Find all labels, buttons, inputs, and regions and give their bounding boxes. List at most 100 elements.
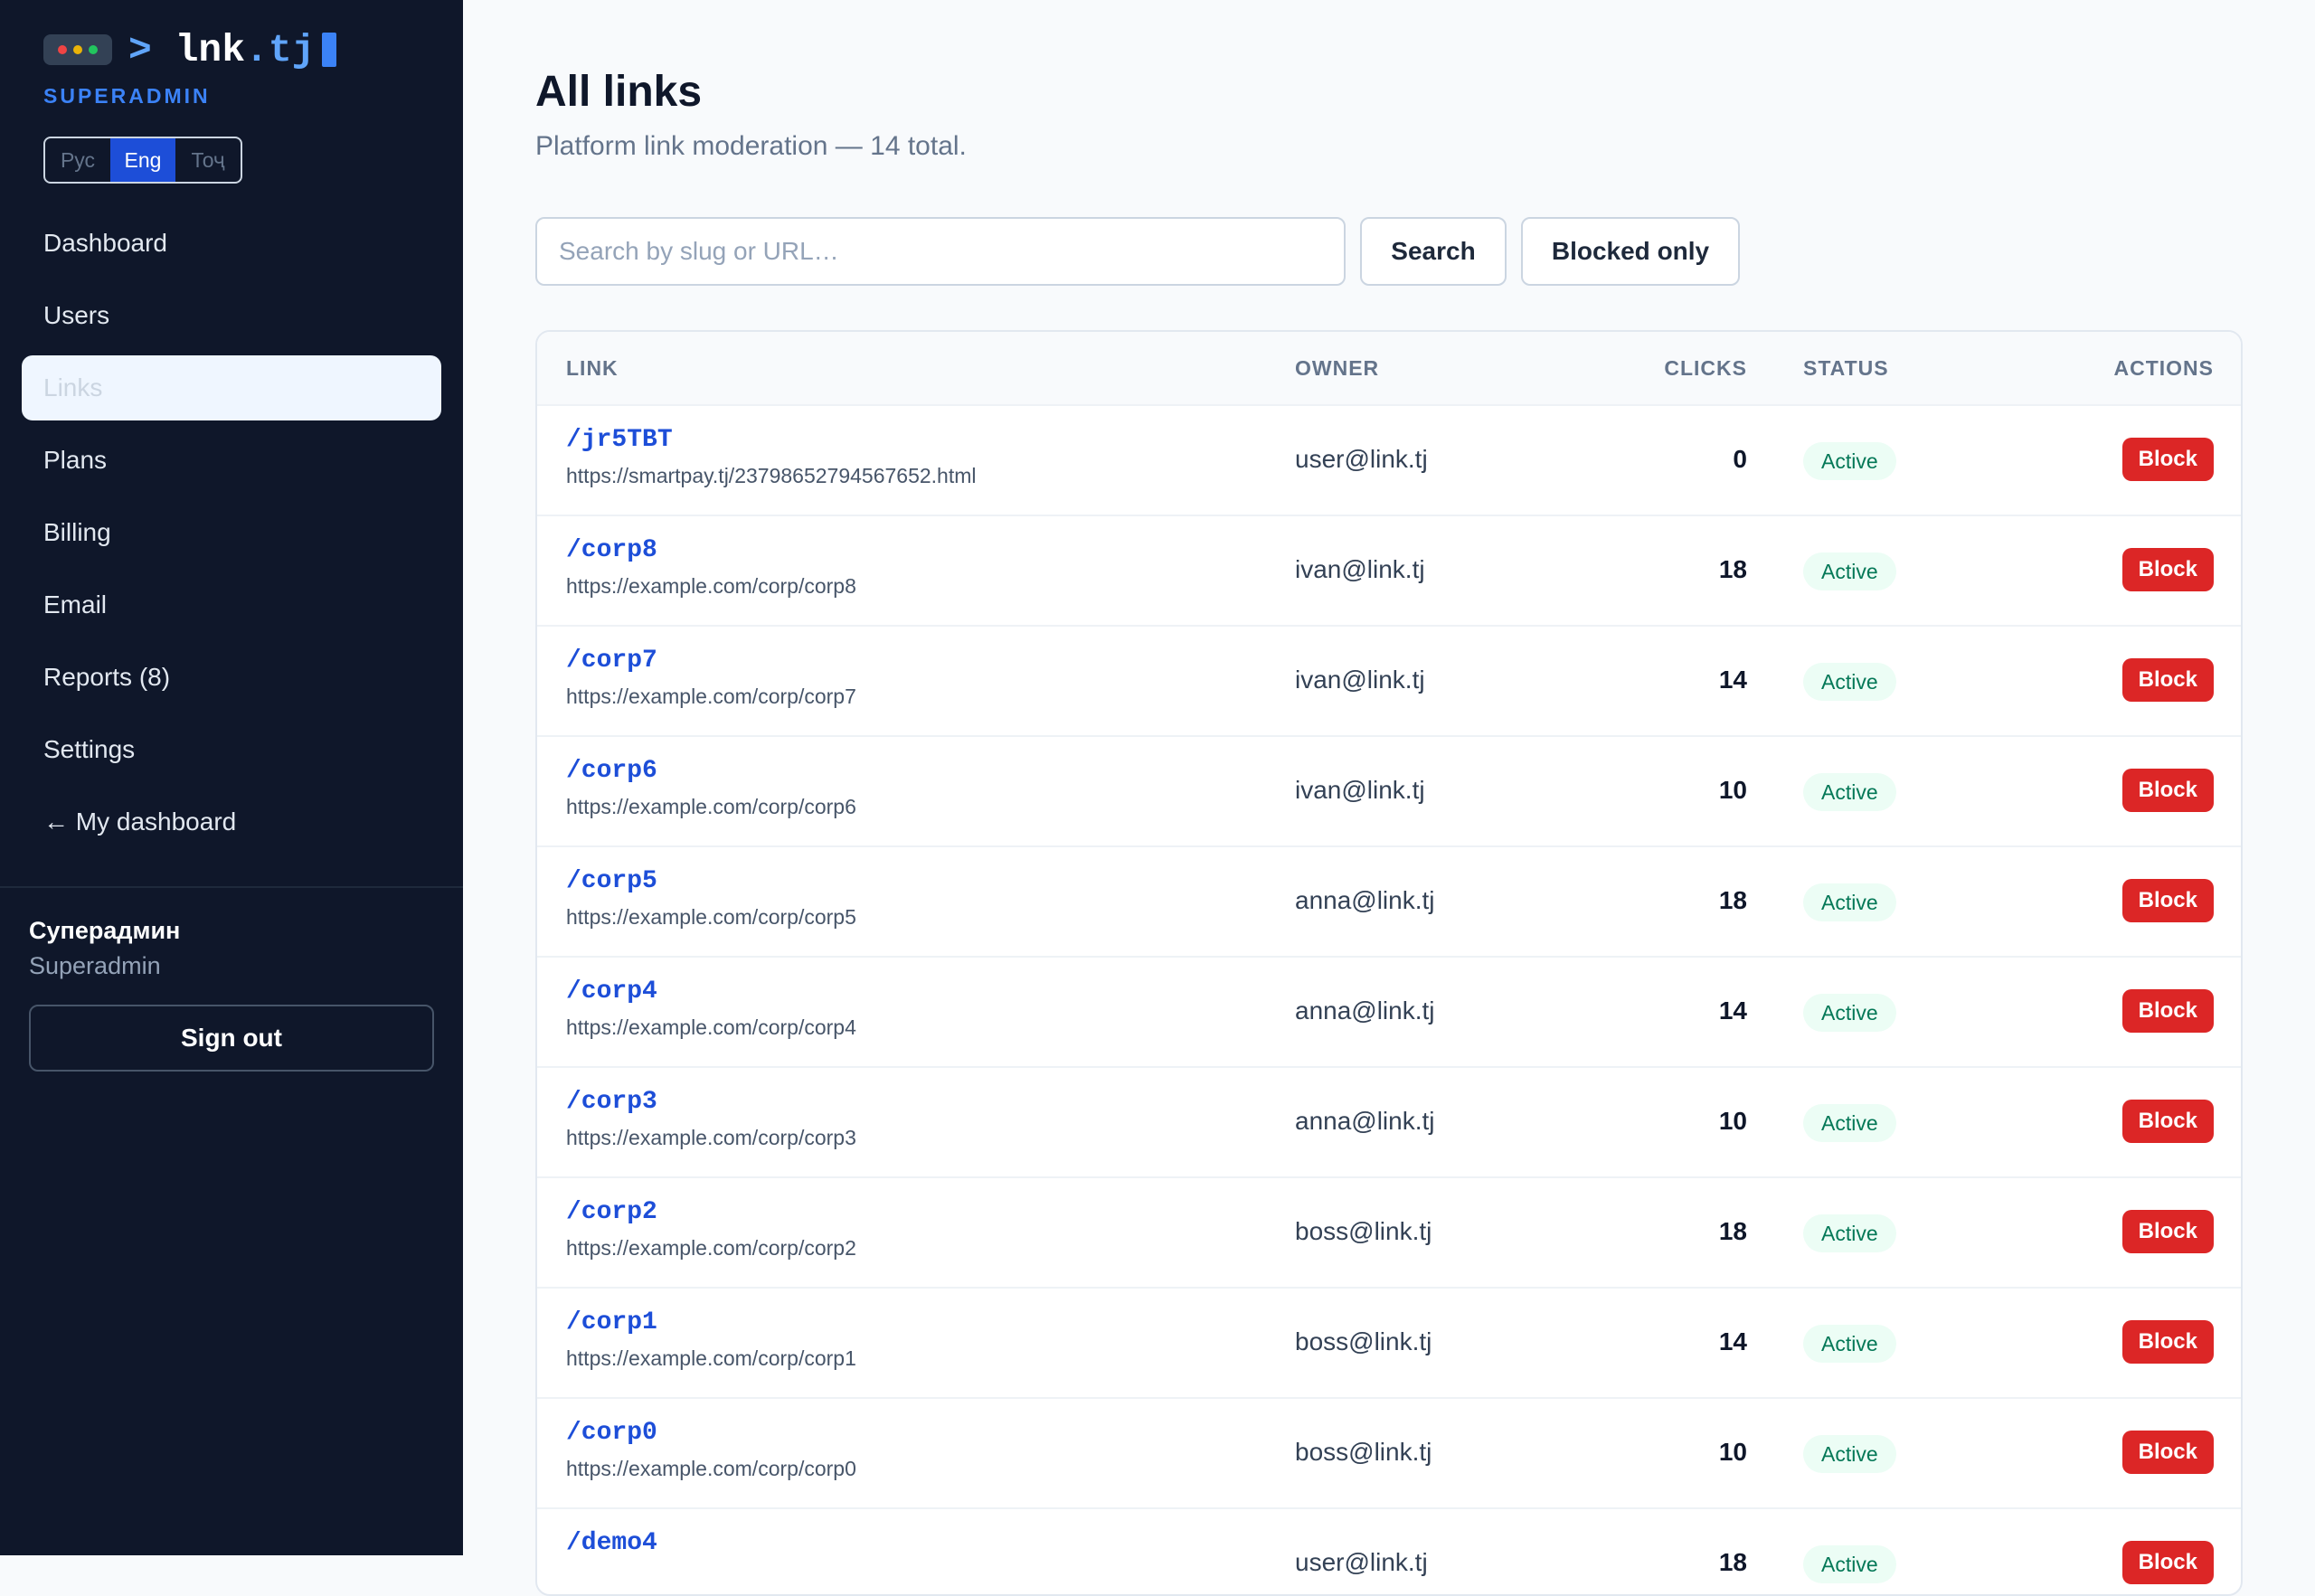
column-header-actions: ACTIONS	[2113, 355, 2214, 380]
lang-tg-button[interactable]: Тоҷ	[191, 147, 225, 172]
row-clicks: 14	[1718, 666, 1747, 694]
blocked-only-button[interactable]: Blocked only	[1521, 217, 1740, 286]
status-badge: Active	[1803, 1104, 1896, 1142]
row-clicks: 18	[1718, 555, 1747, 583]
search-input[interactable]	[535, 217, 1346, 286]
window-dots-icon	[43, 34, 112, 65]
row-target-url: https://example.com/corp/corp0	[566, 1457, 856, 1480]
column-header-clicks: CLICKS	[1664, 355, 1747, 380]
row-slug-link[interactable]: /corp4	[566, 977, 657, 1006]
row-clicks: 0	[1733, 445, 1747, 473]
table-row: /demo4 user@link.tj 18 Active Block	[537, 1507, 2241, 1594]
sidebar-item-email[interactable]: Email	[43, 590, 108, 619]
block-button[interactable]: Block	[2121, 1320, 2214, 1364]
block-button[interactable]: Block	[2121, 438, 2214, 481]
sidebar-item-settings[interactable]: Settings	[43, 735, 136, 763]
page-title: All links	[535, 68, 703, 116]
row-slug-link[interactable]: /corp6	[566, 757, 657, 785]
block-button[interactable]: Block	[2121, 879, 2214, 922]
row-clicks: 10	[1718, 1107, 1747, 1135]
row-owner: anna@link.tj	[1295, 1107, 1435, 1135]
sidebar-divider	[0, 886, 463, 888]
row-slug-link[interactable]: /demo4	[566, 1529, 657, 1557]
status-badge: Active	[1803, 1545, 1896, 1583]
block-button[interactable]: Block	[2121, 1431, 2214, 1474]
row-owner: boss@link.tj	[1295, 1327, 1432, 1355]
row-clicks: 14	[1718, 1327, 1747, 1355]
block-button[interactable]: Block	[2121, 769, 2214, 812]
row-owner: anna@link.tj	[1295, 886, 1435, 914]
row-owner: ivan@link.tj	[1295, 666, 1425, 694]
sidebar-item-dashboard[interactable]: Dashboard	[43, 229, 167, 257]
logo-name: lnk	[175, 27, 246, 72]
table-row: /jr5TBT https://smartpay.tj/2379865279456…	[537, 404, 2241, 515]
row-target-url: https://example.com/corp/corp8	[566, 574, 856, 598]
column-header-status: STATUS	[1803, 355, 1889, 380]
row-target-url: https://example.com/corp/corp6	[566, 795, 856, 818]
row-slug-link[interactable]: /corp5	[566, 867, 657, 895]
row-target-url: https://example.com/corp/corp5	[566, 905, 856, 929]
sign-out-button[interactable]: Sign out	[29, 1005, 434, 1072]
status-badge: Active	[1803, 552, 1896, 590]
sidebar-item-my-dashboard[interactable]: ← My dashboard	[43, 807, 237, 836]
row-target-url: https://example.com/corp/corp7	[566, 685, 856, 708]
logo-tld: .tj	[245, 27, 316, 72]
lang-ru-button[interactable]: Рус	[60, 147, 96, 172]
row-clicks: 10	[1718, 1438, 1747, 1466]
table-header: LINK OWNER CLICKS STATUS ACTIONS	[537, 332, 2241, 404]
row-owner: user@link.tj	[1295, 1548, 1428, 1576]
row-target-url: https://example.com/corp/corp4	[566, 1015, 856, 1039]
status-badge: Active	[1803, 773, 1896, 811]
row-slug-link[interactable]: /corp3	[566, 1088, 657, 1116]
yellow-dot-icon	[73, 45, 82, 54]
block-button[interactable]: Block	[2121, 1541, 2214, 1584]
language-switcher: Рус Eng Тоҷ	[43, 137, 242, 184]
table-row: /corp2 https://example.com/corp/corp2 boss…	[537, 1176, 2241, 1287]
row-target-url: https://smartpay.tj/23798652794567652.ht…	[566, 464, 977, 487]
status-badge: Active	[1803, 1214, 1896, 1252]
sidebar-item-reports[interactable]: Reports (8)	[43, 663, 171, 691]
sidebar-item-plans[interactable]: Plans	[43, 446, 108, 474]
user-role: Superadmin	[29, 952, 161, 979]
column-header-owner: OWNER	[1295, 355, 1380, 380]
row-slug-link[interactable]: /corp7	[566, 647, 657, 675]
row-owner: boss@link.tj	[1295, 1217, 1432, 1245]
row-clicks: 18	[1718, 1217, 1747, 1245]
row-clicks: 18	[1718, 1548, 1747, 1576]
row-owner: anna@link.tj	[1295, 996, 1435, 1025]
red-dot-icon	[58, 45, 67, 54]
row-slug-link[interactable]: /jr5TBT	[566, 426, 673, 454]
block-button[interactable]: Block	[2121, 989, 2214, 1033]
sidebar-item-billing[interactable]: Billing	[43, 518, 111, 546]
table-row: /corp1 https://example.com/corp/corp1 boss…	[537, 1287, 2241, 1397]
row-slug-link[interactable]: /corp0	[566, 1419, 657, 1447]
row-target-url: https://example.com/corp/corp1	[566, 1346, 856, 1370]
links-table: LINK OWNER CLICKS STATUS ACTIONS /jr5TBT…	[535, 330, 2243, 1596]
search-button[interactable]: Search	[1360, 217, 1507, 286]
block-button[interactable]: Block	[2121, 1100, 2214, 1143]
block-button[interactable]: Block	[2121, 548, 2214, 591]
table-row: /corp6 https://example.com/corp/corp6 ivan…	[537, 735, 2241, 845]
row-owner: ivan@link.tj	[1295, 776, 1425, 804]
logo-prompt: >	[128, 27, 152, 72]
green-dot-icon	[89, 45, 98, 54]
row-target-url: https://example.com/corp/corp3	[566, 1126, 856, 1149]
table-row: /corp4 https://example.com/corp/corp4 anna…	[537, 956, 2241, 1066]
row-slug-link[interactable]: /corp1	[566, 1308, 657, 1336]
lang-en-button[interactable]: Eng	[110, 138, 175, 182]
sidebar-item-links[interactable]: Links	[22, 355, 441, 420]
sidebar-item-users[interactable]: Users	[43, 301, 110, 329]
row-clicks: 14	[1718, 996, 1747, 1025]
status-badge: Active	[1803, 994, 1896, 1032]
status-badge: Active	[1803, 1325, 1896, 1363]
row-slug-link[interactable]: /corp2	[566, 1198, 657, 1226]
role-label: SUPERADMIN	[43, 84, 211, 108]
block-button[interactable]: Block	[2121, 1210, 2214, 1253]
block-button[interactable]: Block	[2121, 658, 2214, 702]
logo[interactable]: > lnk .tj	[43, 27, 337, 72]
status-badge: Active	[1803, 663, 1896, 701]
table-row: /corp7 https://example.com/corp/corp7 ivan…	[537, 625, 2241, 735]
row-slug-link[interactable]: /corp8	[566, 536, 657, 564]
row-owner: user@link.tj	[1295, 445, 1428, 473]
row-owner: ivan@link.tj	[1295, 555, 1425, 583]
